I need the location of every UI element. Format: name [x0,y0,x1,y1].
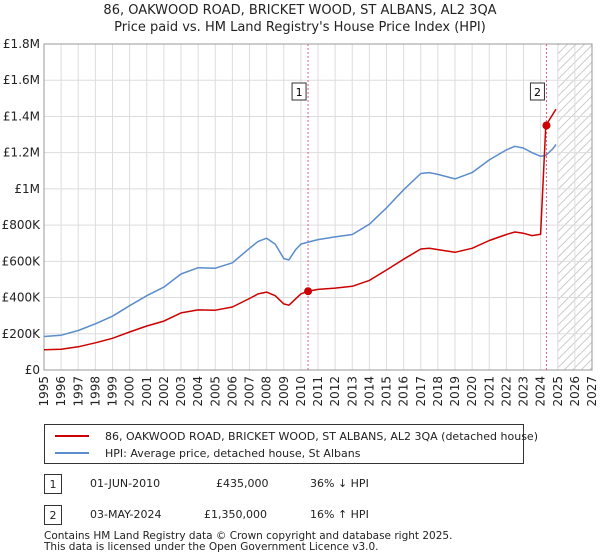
hpi-line [43,144,557,338]
x-tick-label: 2019 [448,376,462,407]
x-tick-label: 2024 [534,376,548,407]
x-tick-label: 2001 [140,376,154,407]
transaction-badge: 2 [44,505,62,525]
y-tick-label: £1.2M [3,146,40,160]
x-tick-label: 2014 [362,376,376,407]
annotation-box [291,82,307,101]
x-tick-label: 1999 [106,376,120,407]
footer: Contains HM Land Registry data © Crown c… [44,531,452,553]
x-tick-label: 2016 [397,376,411,407]
x-tick-label: 2006 [225,376,239,407]
x-tick-label: 2022 [499,376,513,407]
y-tick-label: £1.8M [3,37,40,51]
x-tick-label: 2018 [431,376,445,407]
x-tick-label: 2002 [157,376,171,407]
transaction-date: 01-JUN-2010 [90,477,161,490]
sale-point [304,287,313,296]
x-tick-label: 2015 [380,376,394,407]
sale-point [542,121,551,130]
x-tick-label: 2011 [311,376,325,407]
legend-item-hpi: HPI: Average price, detached house, St A… [55,445,360,461]
transaction-hpi: 36% ↓ HPI [310,477,369,490]
x-tick-label: 2026 [568,376,582,407]
legend-label-hpi: HPI: Average price, detached house, St A… [105,446,361,460]
x-tick-label: 2012 [328,376,342,407]
x-tick-label: 1997 [71,376,85,407]
property-price-line [43,108,557,351]
footer-licence: This data is licensed under the Open Gov… [44,541,379,553]
y-tick-label: £800K [2,218,42,232]
transaction-price: £435,000 [216,477,269,490]
footer-copyright: Contains HM Land Registry data © Crown c… [44,530,453,542]
annotation-label: 1 [296,86,303,99]
y-tick-label: £200K [2,327,42,341]
annotation-box [529,82,545,101]
x-tick-label: 2023 [517,376,531,407]
x-tick-label: 2020 [465,376,479,407]
x-tick-label: 2017 [414,376,428,407]
x-tick-label: 2009 [277,376,291,407]
x-tick-label: 1996 [54,376,68,407]
annotation-label: 2 [534,86,541,99]
y-tick-label: £0 [25,363,40,377]
x-tick-label: 1995 [37,376,51,407]
x-tick-label: 2027 [585,376,599,407]
legend-label-property: 86, OAKWOOD ROAD, BRICKET WOOD, ST ALBAN… [105,429,538,443]
x-tick-label: 2007 [243,376,257,407]
y-tick-label: £600K [2,254,42,268]
y-tick-label: £1M [14,182,40,196]
x-tick-label: 2005 [208,376,222,407]
transaction-row: 2 03-MAY-2024 £1,350,000 16% ↑ HPI [44,505,564,525]
legend-swatch-hpi [55,452,89,454]
x-tick-label: 2025 [551,376,565,407]
transaction-hpi: 16% ↑ HPI [310,508,369,521]
x-tick-label: 2000 [123,376,137,407]
price-chart: 86, OAKWOOD ROAD, BRICKET WOOD, ST ALBAN… [2,3,599,407]
x-tick-label: 2004 [191,376,205,407]
legend-item-property: 86, OAKWOOD ROAD, BRICKET WOOD, ST ALBAN… [55,428,538,444]
x-tick-label: 1998 [88,376,102,407]
x-tick-label: 2013 [345,376,359,407]
transaction-badge: 1 [44,474,62,494]
plot-frame [43,43,593,371]
y-tick-label: £1.4M [3,109,40,123]
y-tick-label: £1.6M [3,73,40,87]
x-tick-label: 2003 [174,376,188,407]
transaction-row: 1 01-JUN-2010 £435,000 36% ↓ HPI [44,474,564,494]
x-tick-label: 2008 [260,376,274,407]
chart-title: 86, OAKWOOD ROAD, BRICKET WOOD, ST ALBAN… [103,3,496,18]
transaction-price: £1,350,000 [204,508,267,521]
x-tick-label: 2021 [482,376,496,407]
transaction-date: 03-MAY-2024 [90,508,162,521]
y-tick-label: £400K [2,291,42,305]
legend-swatch-property [55,435,89,437]
chart-subtitle: Price paid vs. HM Land Registry's House … [114,20,486,35]
x-tick-label: 2010 [294,376,308,407]
legend: 86, OAKWOOD ROAD, BRICKET WOOD, ST ALBAN… [44,424,538,464]
